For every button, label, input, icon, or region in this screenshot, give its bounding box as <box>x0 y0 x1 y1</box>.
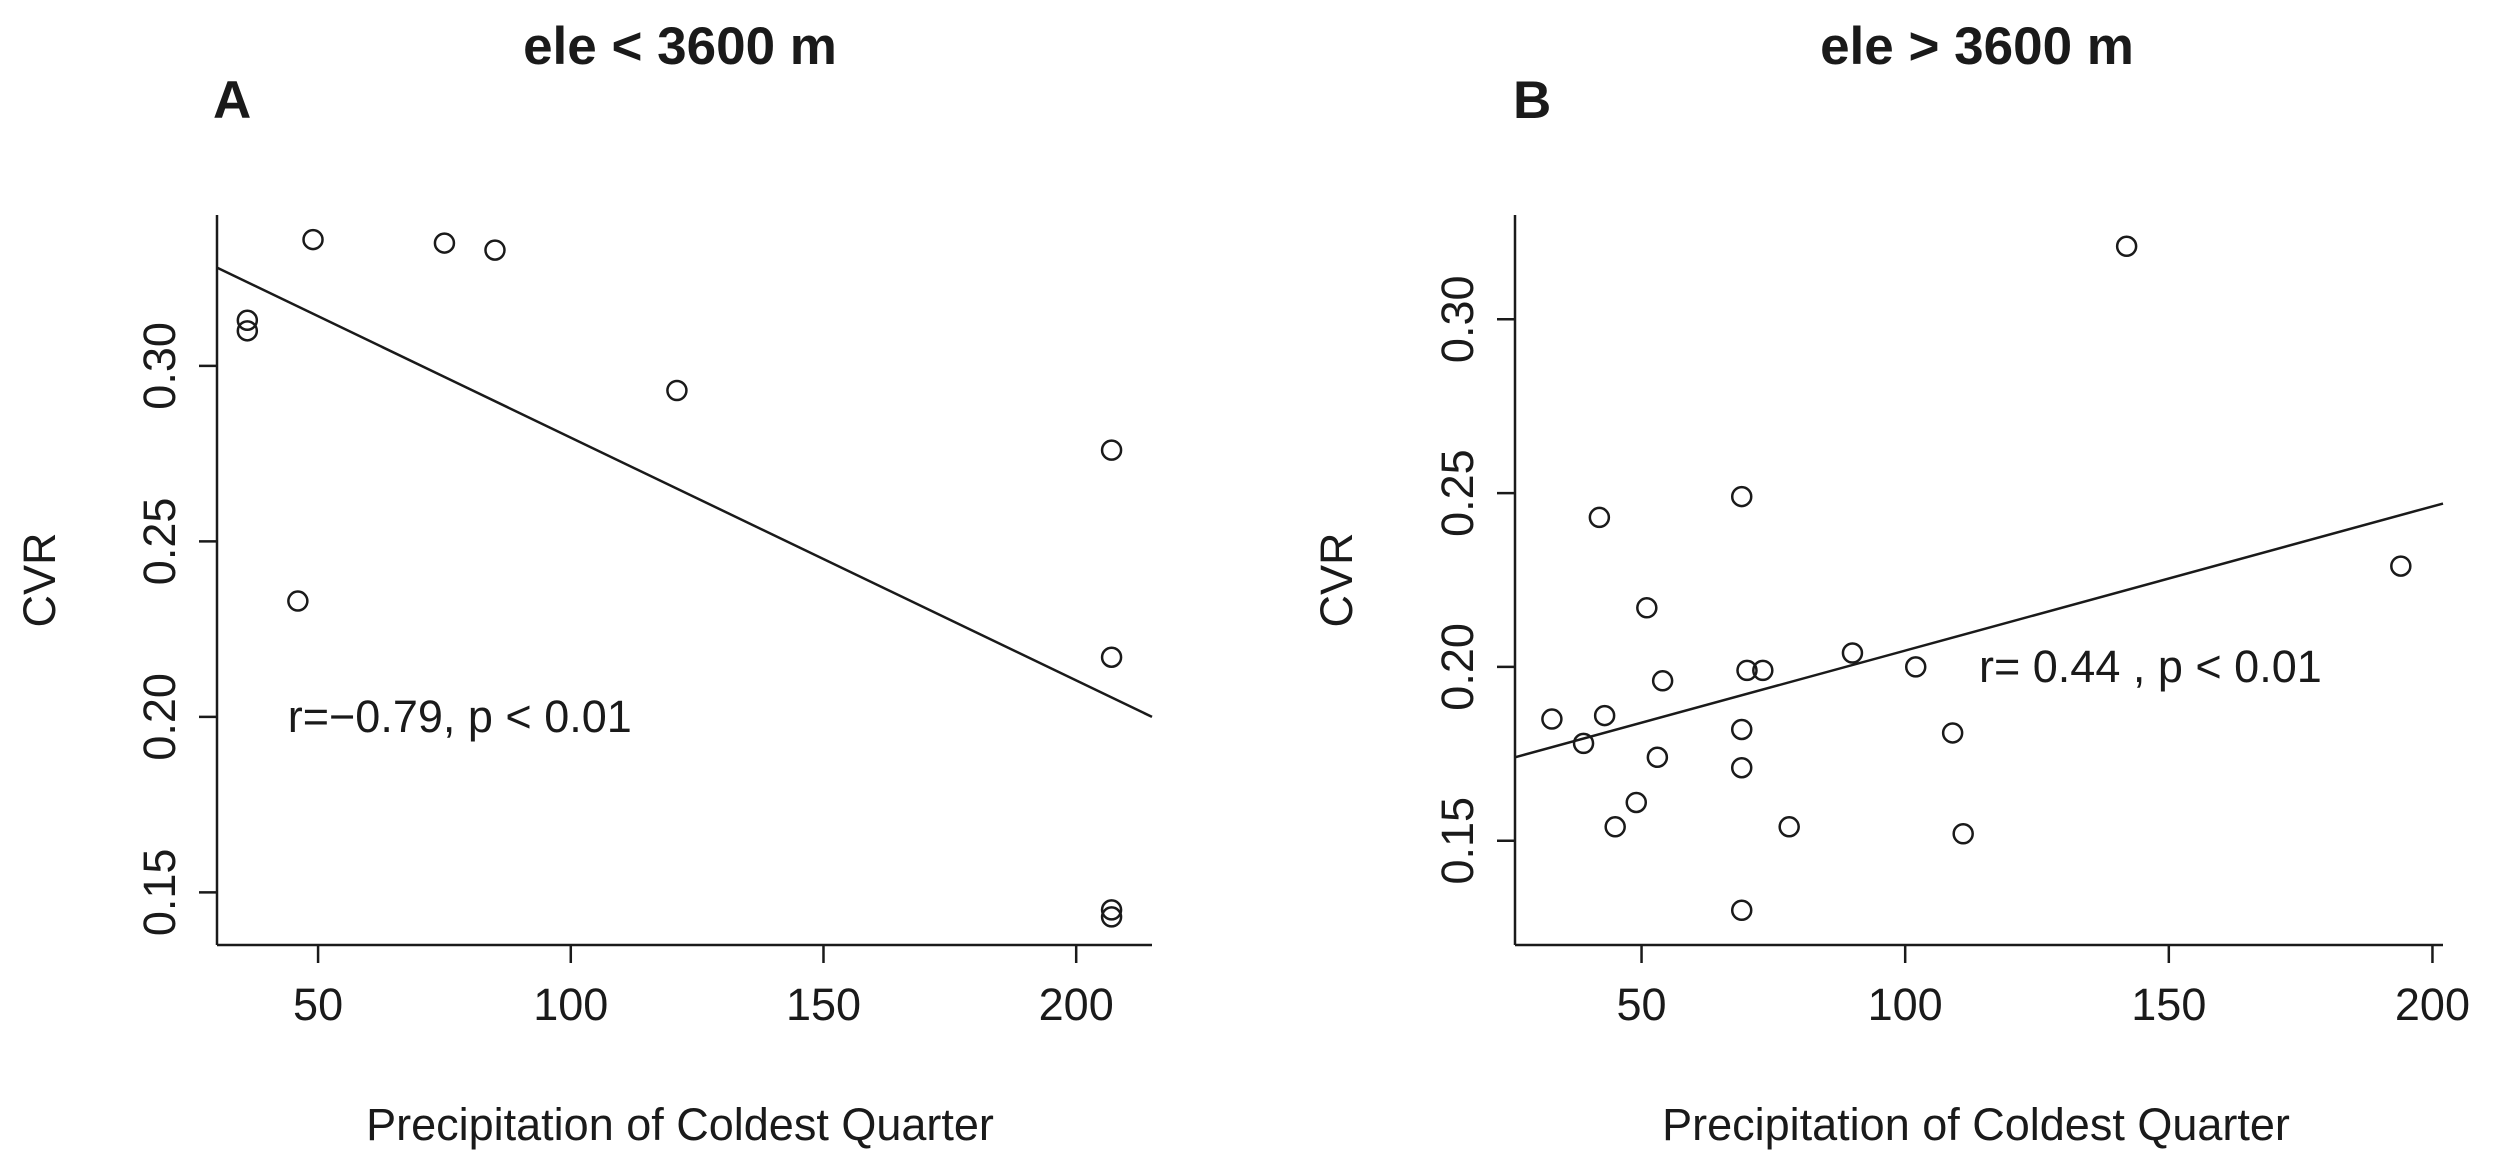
y-tick-label: 0.15 <box>1432 797 1483 885</box>
data-point <box>1541 708 1563 730</box>
data-point <box>1736 659 1758 682</box>
data-point <box>1572 732 1595 755</box>
x-tick-label: 100 <box>533 979 608 1030</box>
x-tick-label: 50 <box>1617 979 1667 1030</box>
data-point <box>1100 646 1123 668</box>
data-point <box>1778 816 1800 838</box>
data-point <box>1636 597 1658 619</box>
x-tick-label: 100 <box>1868 979 1943 1030</box>
correlation-annotation: r=−0.79, p < 0.01 <box>288 691 632 742</box>
data-point <box>1752 659 1774 682</box>
panel-label: A <box>213 71 251 130</box>
data-point <box>1646 746 1669 769</box>
x-tick-label: 200 <box>1039 979 1114 1030</box>
y-axis-label: CVR <box>14 532 65 627</box>
data-point <box>1651 670 1674 692</box>
panel-b: ele > 3600 m B 50 100 150 200 0.15 0.20 0.25 0.… <box>1311 17 2470 1150</box>
correlation-annotation: r= 0.44 , p < 0.01 <box>1979 641 2322 692</box>
data-point <box>236 309 259 332</box>
x-axis-label: Precipitation of Coldest Quarter <box>1662 1099 2290 1150</box>
data-point <box>302 228 324 251</box>
panel-a: ele < 3600 m A 50 100 150 200 0.15 0.20 0.25 0.… <box>14 17 1153 1150</box>
data-point <box>236 320 259 342</box>
data-point <box>2115 235 2138 258</box>
data-point <box>1730 756 1753 779</box>
x-axis-label: Precipitation of Coldest Quarter <box>366 1099 994 1150</box>
data-point <box>287 590 309 612</box>
data-point <box>1941 722 1964 744</box>
data-point <box>484 239 506 261</box>
data-point <box>1952 823 1974 845</box>
panel-title: ele > 3600 m <box>1820 17 2134 76</box>
y-axis-label: CVR <box>1311 532 1362 627</box>
data-point <box>1904 656 1927 678</box>
data-point <box>1100 439 1123 461</box>
data-point <box>1625 791 1648 814</box>
data-point <box>1730 485 1753 508</box>
data-point <box>666 379 688 402</box>
data-point <box>1588 506 1611 529</box>
regression-line <box>216 266 1153 719</box>
x-tick-label: 150 <box>786 979 861 1030</box>
y-tick-label: 0.20 <box>134 673 185 761</box>
data-point <box>1841 642 1864 664</box>
data-point <box>433 232 456 254</box>
data-point <box>1100 906 1123 928</box>
panel-title: ele < 3600 m <box>523 17 837 76</box>
y-tick-label: 0.25 <box>1432 449 1483 537</box>
data-point <box>1730 718 1753 741</box>
regression-line <box>1514 502 2444 759</box>
data-point <box>2390 555 2412 577</box>
y-tick-label: 0.25 <box>134 498 185 586</box>
x-tick-label: 150 <box>2131 979 2206 1030</box>
panel-label: B <box>1513 71 1551 130</box>
data-point <box>1730 899 1753 921</box>
y-tick-label: 0.30 <box>134 322 185 410</box>
y-tick-label: 0.30 <box>1432 275 1483 363</box>
y-tick-label: 0.15 <box>134 849 185 937</box>
data-point <box>1100 899 1123 921</box>
y-tick-label: 0.20 <box>1432 623 1483 711</box>
data-point <box>1593 704 1616 727</box>
x-tick-label: 50 <box>293 979 343 1030</box>
data-point <box>1604 816 1626 838</box>
x-tick-label: 200 <box>2395 979 2470 1030</box>
